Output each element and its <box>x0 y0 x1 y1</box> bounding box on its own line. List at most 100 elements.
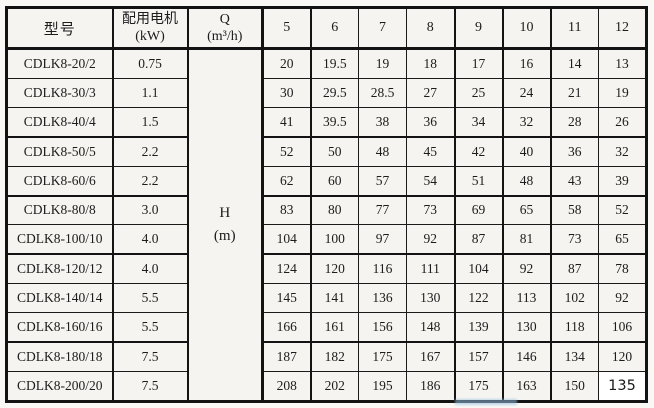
flow-value-header: 12 <box>598 7 647 50</box>
head-cell: 100 <box>309 224 359 256</box>
model-cell: CDLK8-200/20 <box>6 370 113 403</box>
head-cell: 73 <box>406 195 455 226</box>
head-cell: 92 <box>598 283 647 313</box>
head-cell: 161 <box>309 311 359 343</box>
head-cell: 102 <box>549 283 599 313</box>
table-row: CDLK8-60/6 2.2 62 60 57 54 51 48 43 39 <box>6 165 647 197</box>
head-cell: 87 <box>549 253 599 285</box>
table-row: CDLK8-50/5 2.2 52 50 48 45 42 40 36 32 <box>6 136 647 167</box>
head-cell: 175 <box>358 341 407 372</box>
head-cell: 145 <box>261 283 311 313</box>
flow-value-header: 5 <box>261 7 311 50</box>
head-cell: 54 <box>406 165 455 197</box>
motor-cell: 4.0 <box>111 224 188 256</box>
model-cell: CDLK8-140/14 <box>6 283 113 313</box>
head-cell: 30 <box>261 78 311 108</box>
head-cell: 32 <box>501 106 551 138</box>
table-row: CDLK8-100/10 4.0 104 100 97 92 87 81 73 … <box>6 224 647 256</box>
head-cell: 28 <box>549 106 599 138</box>
head-cell: 24 <box>501 78 551 108</box>
head-cell: 38 <box>358 106 407 138</box>
head-cell: 83 <box>261 195 311 226</box>
q-header-line1: Q <box>219 11 230 27</box>
model-cell: CDLK8-100/10 <box>6 224 113 256</box>
head-cell: 81 <box>501 224 551 256</box>
head-cell: 150 <box>549 370 599 403</box>
head-cell: 19 <box>598 78 647 108</box>
model-column-header: 型号 <box>6 7 113 50</box>
flow-value-header: 10 <box>501 7 551 50</box>
head-cell: 52 <box>598 195 647 226</box>
motor-header-line2: (kW) <box>135 29 165 44</box>
head-cell: 26 <box>598 106 647 138</box>
table-row: CDLK8-40/4 1.5 41 39.5 38 36 34 32 28 26 <box>6 106 647 138</box>
head-cell: 34 <box>453 106 503 138</box>
head-cell: 120 <box>309 253 359 285</box>
head-cell: 157 <box>453 341 503 372</box>
motor-cell: 3.0 <box>111 195 188 226</box>
head-cell: 19.5 <box>309 47 359 80</box>
head-cell: 25 <box>453 78 503 108</box>
head-cell: 20 <box>261 47 311 80</box>
head-cell: 146 <box>501 341 551 372</box>
head-cell: 73 <box>549 224 599 256</box>
head-cell: 195 <box>358 370 407 403</box>
head-cell: 40 <box>501 136 551 167</box>
head-cell: 65 <box>501 195 551 226</box>
model-cell: CDLK8-50/5 <box>6 136 113 167</box>
head-cell: 65 <box>598 224 647 256</box>
head-cell: 116 <box>358 253 407 285</box>
head-cell: 60 <box>309 165 359 197</box>
motor-cell: 7.5 <box>111 370 188 403</box>
model-cell: CDLK8-60/6 <box>6 165 113 197</box>
table-row: CDLK8-180/18 7.5 187 182 175 167 157 146… <box>6 341 647 372</box>
head-cell: 36 <box>406 106 455 138</box>
pump-table-container: 型号 配用电机 (kW) Q (m³/h) 5 6 7 8 9 10 11 12… <box>5 6 648 403</box>
motor-cell: 5.5 <box>111 311 188 343</box>
table-row: CDLK8-20/2 0.75 H (m) 20 19.5 19 18 17 1… <box>6 47 647 402</box>
head-cell: 136 <box>358 283 407 313</box>
model-cell: CDLK8-160/16 <box>6 311 113 343</box>
motor-header-line1: 配用电机 <box>122 11 178 27</box>
head-cell: 156 <box>358 311 407 343</box>
head-cell: 130 <box>501 311 551 343</box>
head-cell: 28.5 <box>358 78 407 108</box>
head-cell: 166 <box>261 311 311 343</box>
head-cell: 120 <box>598 341 647 372</box>
model-cell: CDLK8-120/12 <box>6 253 113 285</box>
flow-value-header: 6 <box>309 7 359 50</box>
head-cell: 104 <box>261 224 311 256</box>
head-cell: 163 <box>501 370 551 403</box>
flow-value-header: 9 <box>453 7 503 50</box>
head-unit-line2: (m) <box>213 228 236 244</box>
head-cell: 19 <box>358 47 407 80</box>
head-cell: 77 <box>358 195 407 226</box>
head-cell: 21 <box>549 78 599 108</box>
head-cell: 41 <box>261 106 311 138</box>
head-cell: 87 <box>453 224 503 256</box>
head-cell: 51 <box>453 165 503 197</box>
head-cell: 69 <box>453 195 503 226</box>
head-cell: 52 <box>261 136 311 167</box>
flow-column-header: Q (m³/h) <box>186 7 264 50</box>
head-cell: 17 <box>453 47 503 80</box>
motor-cell: 1.1 <box>111 78 188 108</box>
head-cell: 141 <box>309 283 359 313</box>
flow-value-header: 7 <box>358 7 407 50</box>
head-cell: 42 <box>453 136 503 167</box>
model-cell: CDLK8-20/2 <box>6 47 113 80</box>
head-cell: 106 <box>598 311 647 343</box>
table-row: CDLK8-30/3 1.1 30 29.5 28.5 27 25 24 21 … <box>6 78 647 108</box>
header-row: 型号 配用电机 (kW) Q (m³/h) 5 6 7 8 9 10 11 12 <box>6 7 647 50</box>
head-cell: 122 <box>453 283 503 313</box>
head-cell: 187 <box>261 341 311 372</box>
head-cell: 18 <box>406 47 455 80</box>
head-cell: 78 <box>598 253 647 285</box>
table-row: CDLK8-140/14 5.5 145 141 136 130 122 113… <box>6 283 647 313</box>
motor-column-header: 配用电机 (kW) <box>111 7 188 50</box>
model-cell: CDLK8-40/4 <box>6 106 113 138</box>
model-cell: CDLK8-180/18 <box>6 341 113 372</box>
head-cell: 48 <box>358 136 407 167</box>
head-cell: 39.5 <box>309 106 359 138</box>
